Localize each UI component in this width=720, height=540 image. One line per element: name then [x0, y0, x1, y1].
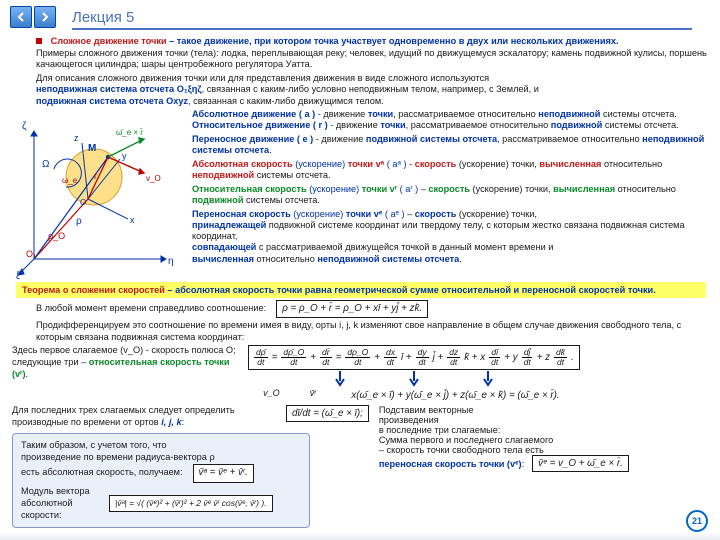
intro-examples: Примеры сложного движения точки (тела): … [36, 48, 710, 71]
footer-shadow [0, 532, 720, 540]
lecture-title: Лекция 5 [72, 6, 692, 30]
eta-label: η [168, 256, 174, 267]
text: неподвижная система отсчета O₁ξηζ [36, 84, 202, 94]
x-label: x [130, 215, 135, 225]
eq-di: dī/dt = (ω̄_e × ī); [286, 405, 369, 422]
callout-box: Таким образом, с учетом того, что произв… [12, 433, 310, 529]
vwr-label: ω̄_e × r̄ [116, 128, 143, 137]
eq-va-sum: v̄ᵃ = v̄ᵉ + v̄ʳ. [193, 464, 254, 483]
vO-label: v_O [146, 174, 161, 183]
bullet-bold: Сложное движение точки [51, 36, 167, 46]
eq-rho-box: ρ = ρ_O + r̄ = ρ_O + xī + yj̄ + zk̄. [276, 300, 428, 318]
zeta-label: ζ [22, 121, 27, 132]
rhoO-label: ρ_O [48, 231, 65, 241]
z-label: z [74, 133, 79, 143]
text: Для описания сложного движения точки или… [36, 73, 489, 83]
rho-label: ρ [76, 216, 82, 227]
M-label: M [88, 143, 96, 154]
eq-va-mod: |v̄ᵃ| = √( (v̄ᵉ)² + (v̄ʳ)² + 2 v̄ᵉ v̄ʳ c… [109, 495, 273, 512]
xi-label: ξ [16, 271, 21, 279]
theorem-box: Теорема о сложении скоростей – абсолютна… [16, 282, 706, 298]
any-text: В любой момент времени справедливо соотн… [36, 303, 266, 315]
nav-prev-button[interactable] [10, 6, 32, 28]
text: , связанная с каким-либо условно неподви… [202, 84, 539, 94]
text: подвижная система отсчета Oxyz [36, 96, 188, 106]
omega-label: ω_e [62, 176, 78, 185]
intro-frames: Для описания сложного движения точки или… [36, 73, 710, 108]
eq-ve: v̄ᵉ = v_O + ω̄_e × r̄. [532, 455, 629, 472]
nav-next-button[interactable] [34, 6, 56, 28]
Omega-label: Ω [42, 159, 50, 170]
definitions-column: Абсолютное движение ( a ) - движение точ… [192, 109, 710, 267]
bullet-icon [36, 38, 42, 44]
page-number-badge: 21 [686, 510, 708, 532]
kinematic-diagram: η ζ ξ O₁ ρ_O ρ x y z O r M [16, 109, 186, 279]
y-label: y [122, 151, 127, 161]
bullet-rest: – такое движение, при котором точка учас… [167, 36, 619, 46]
big-derivative-eq: dρ̄dt = dρ̄_Odt + dr̄dt = dρ_Odt + dxdtī… [248, 345, 580, 403]
r-label: r [94, 171, 97, 181]
arrows-row [248, 371, 580, 387]
eq-vec-row: x(ω̄_e × ī) + y(ω̄_e × j̄) + z(ω̄_e × k̄… [346, 388, 564, 403]
nav-group [10, 6, 56, 28]
O-label: O [80, 198, 86, 207]
main-bullet: Сложное движение точки – такое движение,… [36, 36, 710, 46]
diff-text: Продифференцируем это соотношение по вре… [36, 320, 710, 343]
text: , связанная с каким-либо движущимся тело… [188, 96, 384, 106]
